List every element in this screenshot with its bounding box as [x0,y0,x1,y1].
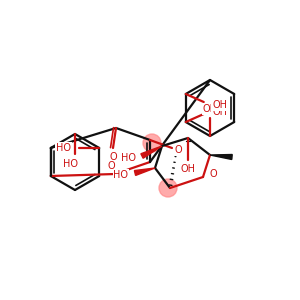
Text: OH: OH [181,164,196,174]
Text: OH: OH [202,104,217,114]
Polygon shape [141,146,162,158]
Text: OH: OH [212,107,227,117]
Circle shape [159,179,177,197]
Text: O: O [174,145,182,155]
Polygon shape [134,168,155,176]
Text: O: O [109,152,117,162]
Circle shape [143,134,161,152]
Text: O: O [107,161,115,171]
Text: HO: HO [113,170,128,180]
Text: HO: HO [121,153,136,163]
Text: OH: OH [212,100,227,110]
Polygon shape [210,154,232,160]
Text: HO: HO [64,159,79,169]
Text: O: O [209,169,217,179]
Text: HO: HO [56,143,71,153]
